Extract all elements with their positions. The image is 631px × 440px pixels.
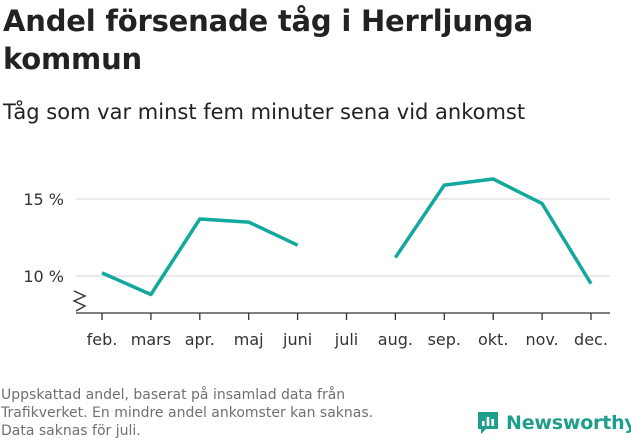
x-axis-tick-labels: feb. mars apr. maj juni juli aug. sep. okt. nov. d… [87,330,608,349]
gridlines [76,198,610,277]
series-lines [101,177,593,297]
x-tick-label-sep: sep. [428,330,461,349]
x-tick-label-mars: mars [131,330,171,349]
x-tick-label-maj: maj [234,330,264,349]
x-tick-label-aug: aug. [378,330,413,349]
series-line-segment-2 [393,177,593,285]
x-tick-label-dec: dec. [574,330,608,349]
axis-break-icon [72,290,87,312]
footnote-line-2: Trafikverket. En mindre andel ankomster … [1,405,374,421]
footnote-line-1: Uppskattad andel, baserat på insamlad da… [1,387,346,403]
newsworthy-logo-icon [478,412,498,434]
x-tick-label-okt: okt. [478,330,508,349]
x-tick-label-apr: apr. [185,330,215,349]
x-tick-label-feb: feb. [87,330,118,349]
x-tick-label-nov: nov. [525,330,558,349]
x-tick-label-juli: juli [334,330,358,349]
chart-subtitle: Tåg som var minst fem minuter sena vid a… [3,100,526,124]
x-axis [72,290,610,320]
newsworthy-logo[interactable]: Newsworthy [476,409,631,437]
footnote: Uppskattad andel, baserat på insamlad da… [1,386,441,440]
series-line-segment-1 [101,217,299,297]
footnote-line-3: Data saknas för juli. [1,423,141,439]
y-tick-label-15: 15 % [23,190,64,209]
x-tick-label-juni: juni [282,330,312,349]
y-tick-label-10: 10 % [23,267,64,286]
chart-title: Andel försenade tåg i Herrljunga kommun [3,4,534,76]
y-axis-tick-labels: 10 % 15 % [23,190,64,286]
newsworthy-logo-text: Newsworthy [506,412,631,434]
